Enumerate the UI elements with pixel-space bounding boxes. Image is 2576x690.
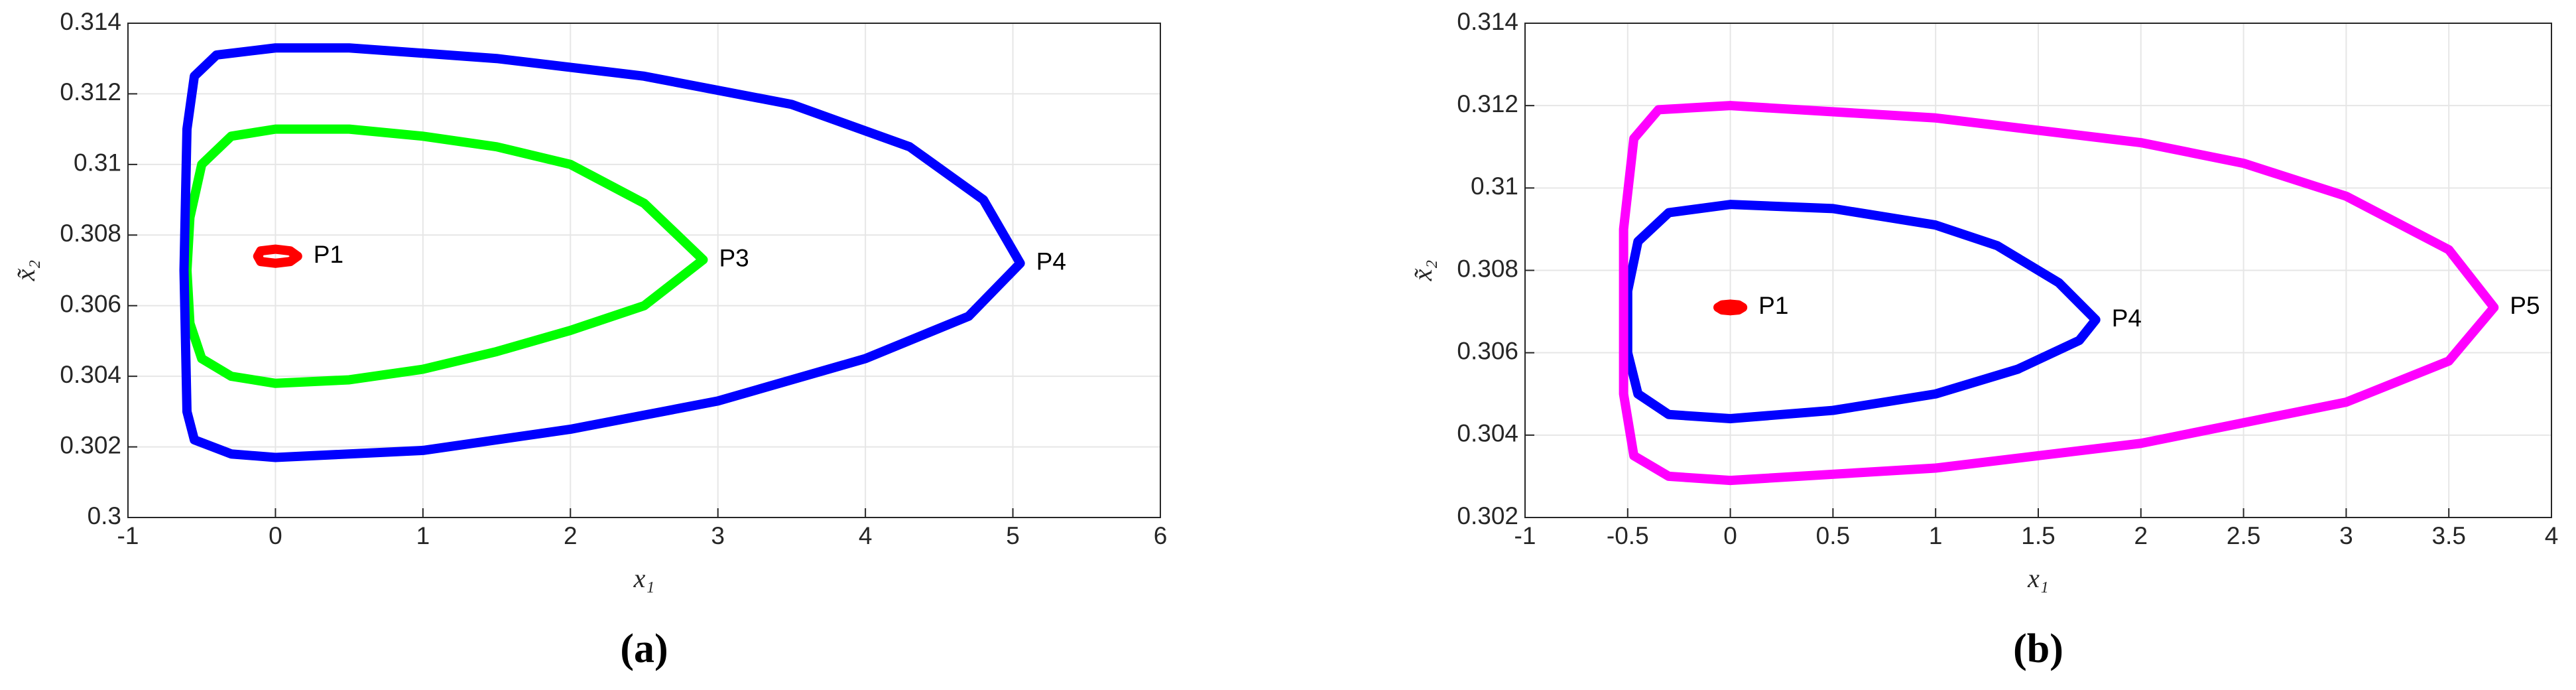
- y-axis-label: x̃₂: [11, 260, 40, 282]
- orbit: [179, 43, 1025, 462]
- x-tick-label: -0.5: [1607, 522, 1649, 549]
- x-tick-label: 0.5: [1816, 522, 1850, 549]
- x-axis-label: x₁: [2027, 563, 2049, 593]
- x-tick-label: -1: [1514, 522, 1536, 549]
- subplot: -1 -0.5 0 0.5 1 1.5 2 2.5 3 3.5 4 0.302 0.304 0.306 0.…: [1408, 8, 2558, 671]
- y-tick-label: 0.312: [60, 78, 121, 105]
- y-tick-label: 0.302: [60, 431, 121, 458]
- x-tick-label: 3.5: [2431, 522, 2465, 549]
- y-tick-label: 0.306: [1457, 337, 1518, 364]
- x-tick-label: 3: [2339, 522, 2353, 549]
- curve-label: P3: [719, 244, 749, 271]
- curve-label: P5: [2510, 292, 2540, 319]
- panel-label: (a): [620, 626, 668, 671]
- panel-label: (b): [2013, 626, 2063, 671]
- curve-label: P1: [314, 241, 343, 268]
- x-tick-label: 5: [1006, 522, 1020, 549]
- curve-label: P1: [1758, 292, 1788, 319]
- y-tick-label: 0.302: [1457, 502, 1518, 529]
- subplot: -1 0 1 2 3 4 5 6 0.3 0.302 0.304 0.306 0.308 0.31 0.31…: [11, 8, 1167, 671]
- x-tick-label: 6: [1154, 522, 1168, 549]
- x-axis-label: x₁: [633, 563, 655, 593]
- orbit: [1713, 299, 1748, 316]
- x-tick-label: 1.5: [2021, 522, 2055, 549]
- x-tick-label: 3: [711, 522, 725, 549]
- y-tick-label: 0.308: [1457, 255, 1518, 282]
- y-tick-label: 0.304: [1457, 420, 1518, 447]
- x-tick-label: 2: [564, 522, 578, 549]
- y-axis-label: x̃₂: [1408, 260, 1438, 282]
- x-tick-label: 1: [1929, 522, 1943, 549]
- x-tick-label: -1: [117, 522, 139, 549]
- y-tick-label: 0.314: [1457, 8, 1518, 35]
- y-tick-label: 0.314: [60, 8, 121, 35]
- curve-label: P4: [1036, 248, 1066, 275]
- x-tick-label: 4: [859, 522, 873, 549]
- y-tick-label: 0.306: [60, 290, 121, 317]
- curve-label: P4: [2112, 305, 2142, 332]
- orbit: [253, 244, 302, 268]
- x-tick-label: 2: [2134, 522, 2148, 549]
- x-tick-label: 4: [2545, 522, 2559, 549]
- plot-area: [128, 23, 1160, 518]
- x-tick-label: 0: [269, 522, 282, 549]
- y-tick-label: 0.304: [60, 361, 121, 388]
- x-tick-label: 1: [416, 522, 430, 549]
- plot-frame: [1524, 23, 2552, 518]
- y-tick-label: 0.3: [88, 502, 121, 529]
- x-tick-label: 0: [1723, 522, 1737, 549]
- y-tick-label: 0.312: [1457, 90, 1518, 117]
- x-tick-label: 2.5: [2227, 522, 2260, 549]
- y-tick-label: 0.31: [74, 149, 121, 176]
- y-tick-label: 0.308: [60, 220, 121, 247]
- orbit: [1619, 101, 2499, 486]
- plot-frame: [127, 23, 1161, 518]
- y-tick-label: 0.31: [1471, 172, 1518, 200]
